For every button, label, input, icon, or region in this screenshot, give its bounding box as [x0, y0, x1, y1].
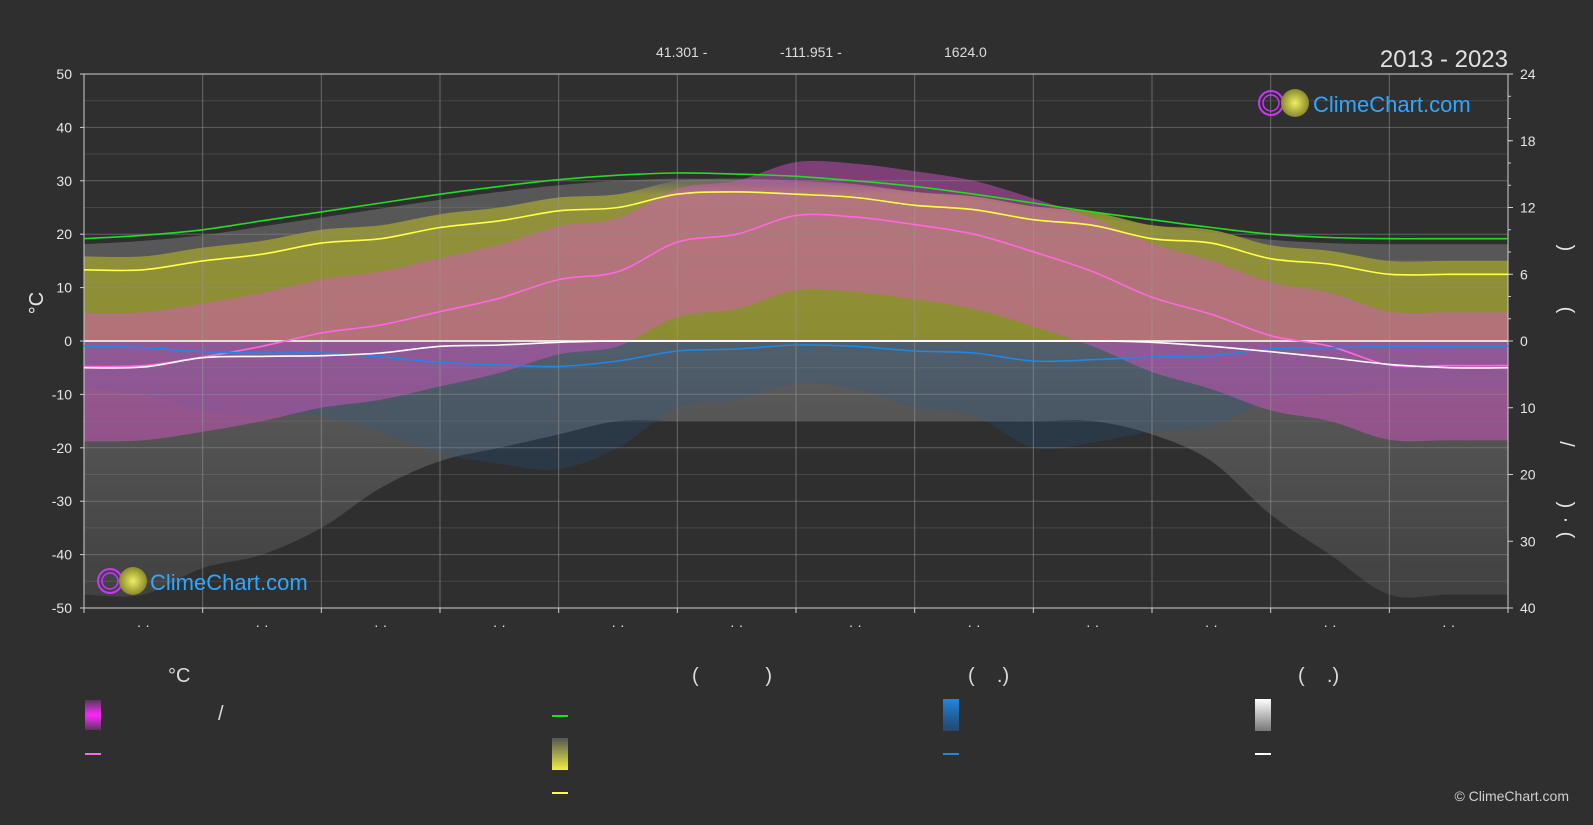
- x-tick-label: · ·: [967, 617, 980, 633]
- year-range: 2013 - 2023: [1380, 46, 1508, 73]
- x-tick-label: · ·: [255, 617, 268, 633]
- header-latitude: 41.301 -: [656, 44, 708, 60]
- y-right-top-tick-label: 12: [1520, 200, 1536, 216]
- y-left-tick-label: 30: [56, 173, 72, 189]
- y-right-bottom-tick-label: 20: [1520, 467, 1536, 483]
- legend-swatch-temp-range: [85, 700, 101, 730]
- y-right-top-tick-label: 6: [1520, 266, 1528, 282]
- legend-temp-header: °C: [168, 665, 191, 687]
- x-tick-label: · ·: [137, 617, 150, 633]
- logo-sun-icon: [119, 567, 147, 595]
- y-left-tick-label: -20: [52, 440, 72, 456]
- x-tick-label: · ·: [1205, 617, 1218, 633]
- header-longitude: -111.951 -: [780, 44, 842, 60]
- y-axis-right-top-paren-a: ): [1555, 245, 1577, 252]
- y-left-tick-label: 0: [64, 333, 72, 349]
- legend-swatch-rain: [943, 699, 959, 731]
- y-axis-right-top-paren-b: (: [1555, 307, 1577, 314]
- x-tick-label: · ·: [493, 617, 506, 633]
- y-left-tick-label: -40: [52, 547, 72, 563]
- y-right-bottom-tick-label: 10: [1520, 400, 1536, 416]
- x-tick-label: · ·: [730, 617, 743, 633]
- y-left-tick-label: 50: [56, 66, 72, 82]
- y-left-tick-label: -10: [52, 386, 72, 402]
- y-left-tick-label: -50: [52, 600, 72, 616]
- legend-swatch-sunshine-area: [552, 738, 568, 770]
- header-elevation: 1624.0: [944, 44, 987, 60]
- logo-bottom-text: ClimeChart.com: [150, 570, 308, 595]
- logo-bottom: ClimeChart.com: [97, 567, 308, 595]
- y-right-top-tick-label: 0: [1520, 333, 1528, 349]
- snow-line: [83, 340, 1509, 369]
- y-right-top-tick-label: 24: [1520, 66, 1536, 82]
- y-right-bottom-tick-label: 40: [1520, 600, 1536, 616]
- x-tick-label: · ·: [849, 617, 862, 633]
- y-left-tick-label: -30: [52, 493, 72, 509]
- daylight-line: [83, 172, 1508, 240]
- x-tick-label: · ·: [1323, 617, 1336, 633]
- legend-rain-header: ( .): [968, 665, 1010, 687]
- legend-swatch-snow: [1255, 699, 1271, 731]
- y-axis-right-bottom-slash: /: [1555, 441, 1577, 447]
- x-tick-label: · ·: [1086, 617, 1099, 633]
- y-axis-right-bottom-paren-b: (: [1555, 532, 1577, 539]
- y-axis-left-title: °C: [26, 292, 48, 314]
- x-tick-label: · ·: [1442, 617, 1455, 633]
- copyright-notice: © ClimeChart.com: [1454, 788, 1569, 804]
- lines-layer: [83, 172, 1509, 369]
- y-axis-right-bottom-dot: ·: [1555, 517, 1577, 524]
- legend-temp-slash: /: [218, 703, 224, 725]
- logo-top: ClimeChart.com: [1258, 89, 1471, 117]
- y-axis-right-bottom-paren-a: ): [1555, 502, 1577, 509]
- legend-sun-header: ( ): [692, 665, 772, 687]
- logo-top-text: ClimeChart.com: [1313, 92, 1471, 117]
- y-left-tick-label: 10: [56, 280, 72, 296]
- sunshine-line: [83, 191, 1508, 276]
- x-tick-label: · ·: [374, 617, 387, 633]
- y-right-bottom-tick-label: 30: [1520, 533, 1536, 549]
- temperature-mean-line: [83, 213, 1509, 368]
- x-tick-label: · ·: [611, 617, 624, 633]
- y-left-tick-label: 40: [56, 119, 72, 135]
- y-right-top-tick-label: 18: [1520, 133, 1536, 149]
- y-left-tick-label: 20: [56, 226, 72, 242]
- rain-line: [83, 344, 1508, 368]
- logo-sun-icon: [1281, 89, 1309, 117]
- ticks-layer: 50 40 30 20 10 0 -10 -20 -30 -40 -50 24 18 12 6 0 10 20 30…: [52, 66, 1536, 633]
- legend-snow-header: ( .): [1298, 665, 1340, 687]
